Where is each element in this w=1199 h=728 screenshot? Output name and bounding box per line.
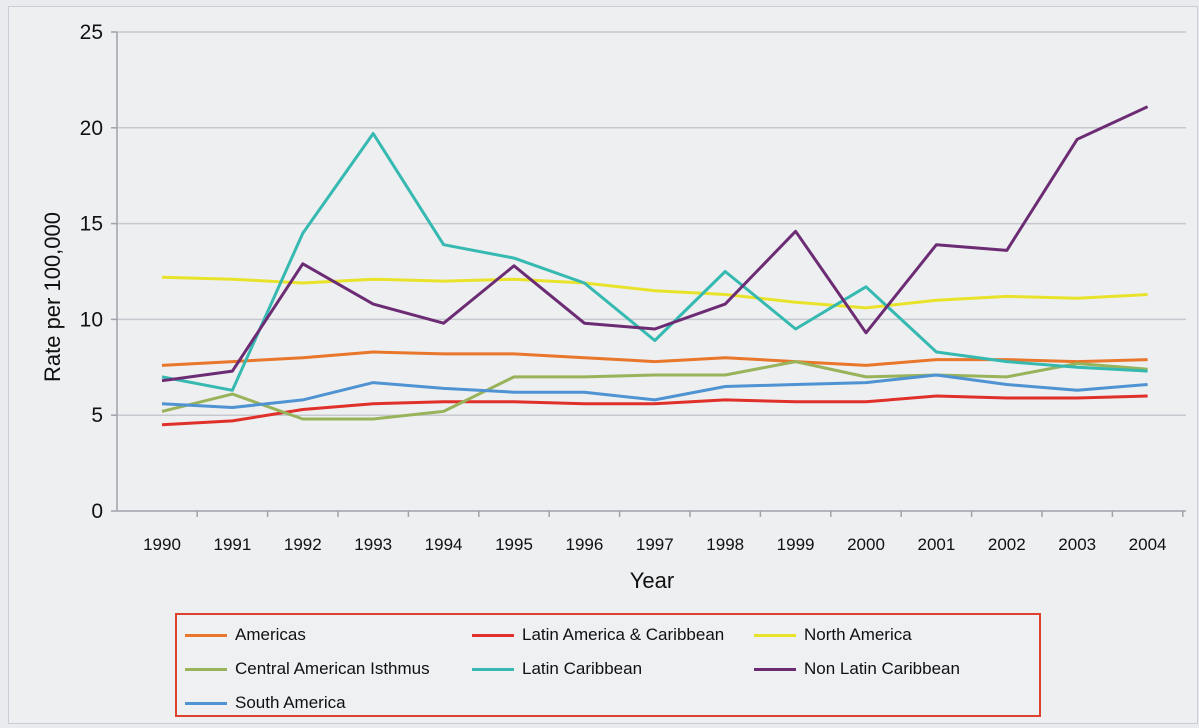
legend-swatch [754,633,796,637]
x-tick-label: 2003 [1058,535,1096,554]
axes [111,31,1186,517]
x-tick-label: 1994 [425,535,463,554]
legend-label: Latin America & Caribbean [522,625,725,644]
legend-item: Latin Caribbean [472,659,642,679]
series-line-south-america [161,373,1148,409]
x-tick-label: 1997 [636,535,674,554]
x-tick-label: 1999 [777,535,815,554]
legend-label: Non Latin Caribbean [804,659,960,678]
legend-swatch [472,667,514,671]
x-tick-label: 1990 [143,535,181,554]
y-tick-label: 0 [91,500,103,523]
legend-label: Americas [235,625,306,644]
y-tick-label: 25 [80,21,103,44]
series-lines [161,105,1149,427]
series-line-latin-america-caribbean [161,394,1148,427]
legend: Americas Latin America & Caribbean North A… [175,613,1041,717]
legend-item: Central American Isthmus [185,659,430,679]
y-tick-label: 20 [80,117,103,140]
x-tick-label: 1996 [565,535,603,554]
legend-swatch [754,667,796,671]
x-tick-label: 1993 [354,535,392,554]
y-tick-labels: 0 5 10 15 20 25 [80,21,103,523]
x-tick-label: 1995 [495,535,533,554]
legend-item: North America [754,625,912,645]
x-tick-label: 1991 [213,535,251,554]
x-tick-label: 2004 [1129,535,1167,554]
y-tick-label: 10 [80,308,103,331]
legend-swatch [185,667,227,671]
legend-label: South America [235,693,346,712]
legend-label: Central American Isthmus [235,659,430,678]
legend-label: North America [804,625,912,644]
legend-item: Latin America & Caribbean [472,625,724,645]
x-tick-label: 1998 [706,535,744,554]
legend-swatch [185,633,227,637]
legend-swatch [472,633,514,637]
x-tick-label: 2001 [917,535,955,554]
legend-label: Latin Caribbean [522,659,643,678]
x-axis-title: Year [630,568,674,593]
series-line-non-latin-caribbean [161,105,1149,383]
series-line-latin-caribbean [161,132,1148,392]
series-line-north-america [161,275,1148,310]
y-axis-title: Rate per 100,000 [40,212,65,382]
chart-frame [8,6,1198,724]
legend-item: Americas [185,625,306,645]
x-tick-label: 2002 [988,535,1026,554]
legend-item: Non Latin Caribbean [754,659,960,679]
x-tick-label: 2000 [847,535,885,554]
legend-item: South America [185,693,346,713]
x-tick-labels: 1990 1991 1992 1993 1994 1995 1996 1997 1998 1999… [143,535,1166,554]
y-tick-label: 15 [80,213,103,236]
x-tick-label: 1992 [284,535,322,554]
legend-swatch [185,701,227,705]
series-line-central-american-isthmus [161,360,1148,421]
series-line-americas [161,350,1148,367]
y-tick-label: 5 [91,404,103,427]
